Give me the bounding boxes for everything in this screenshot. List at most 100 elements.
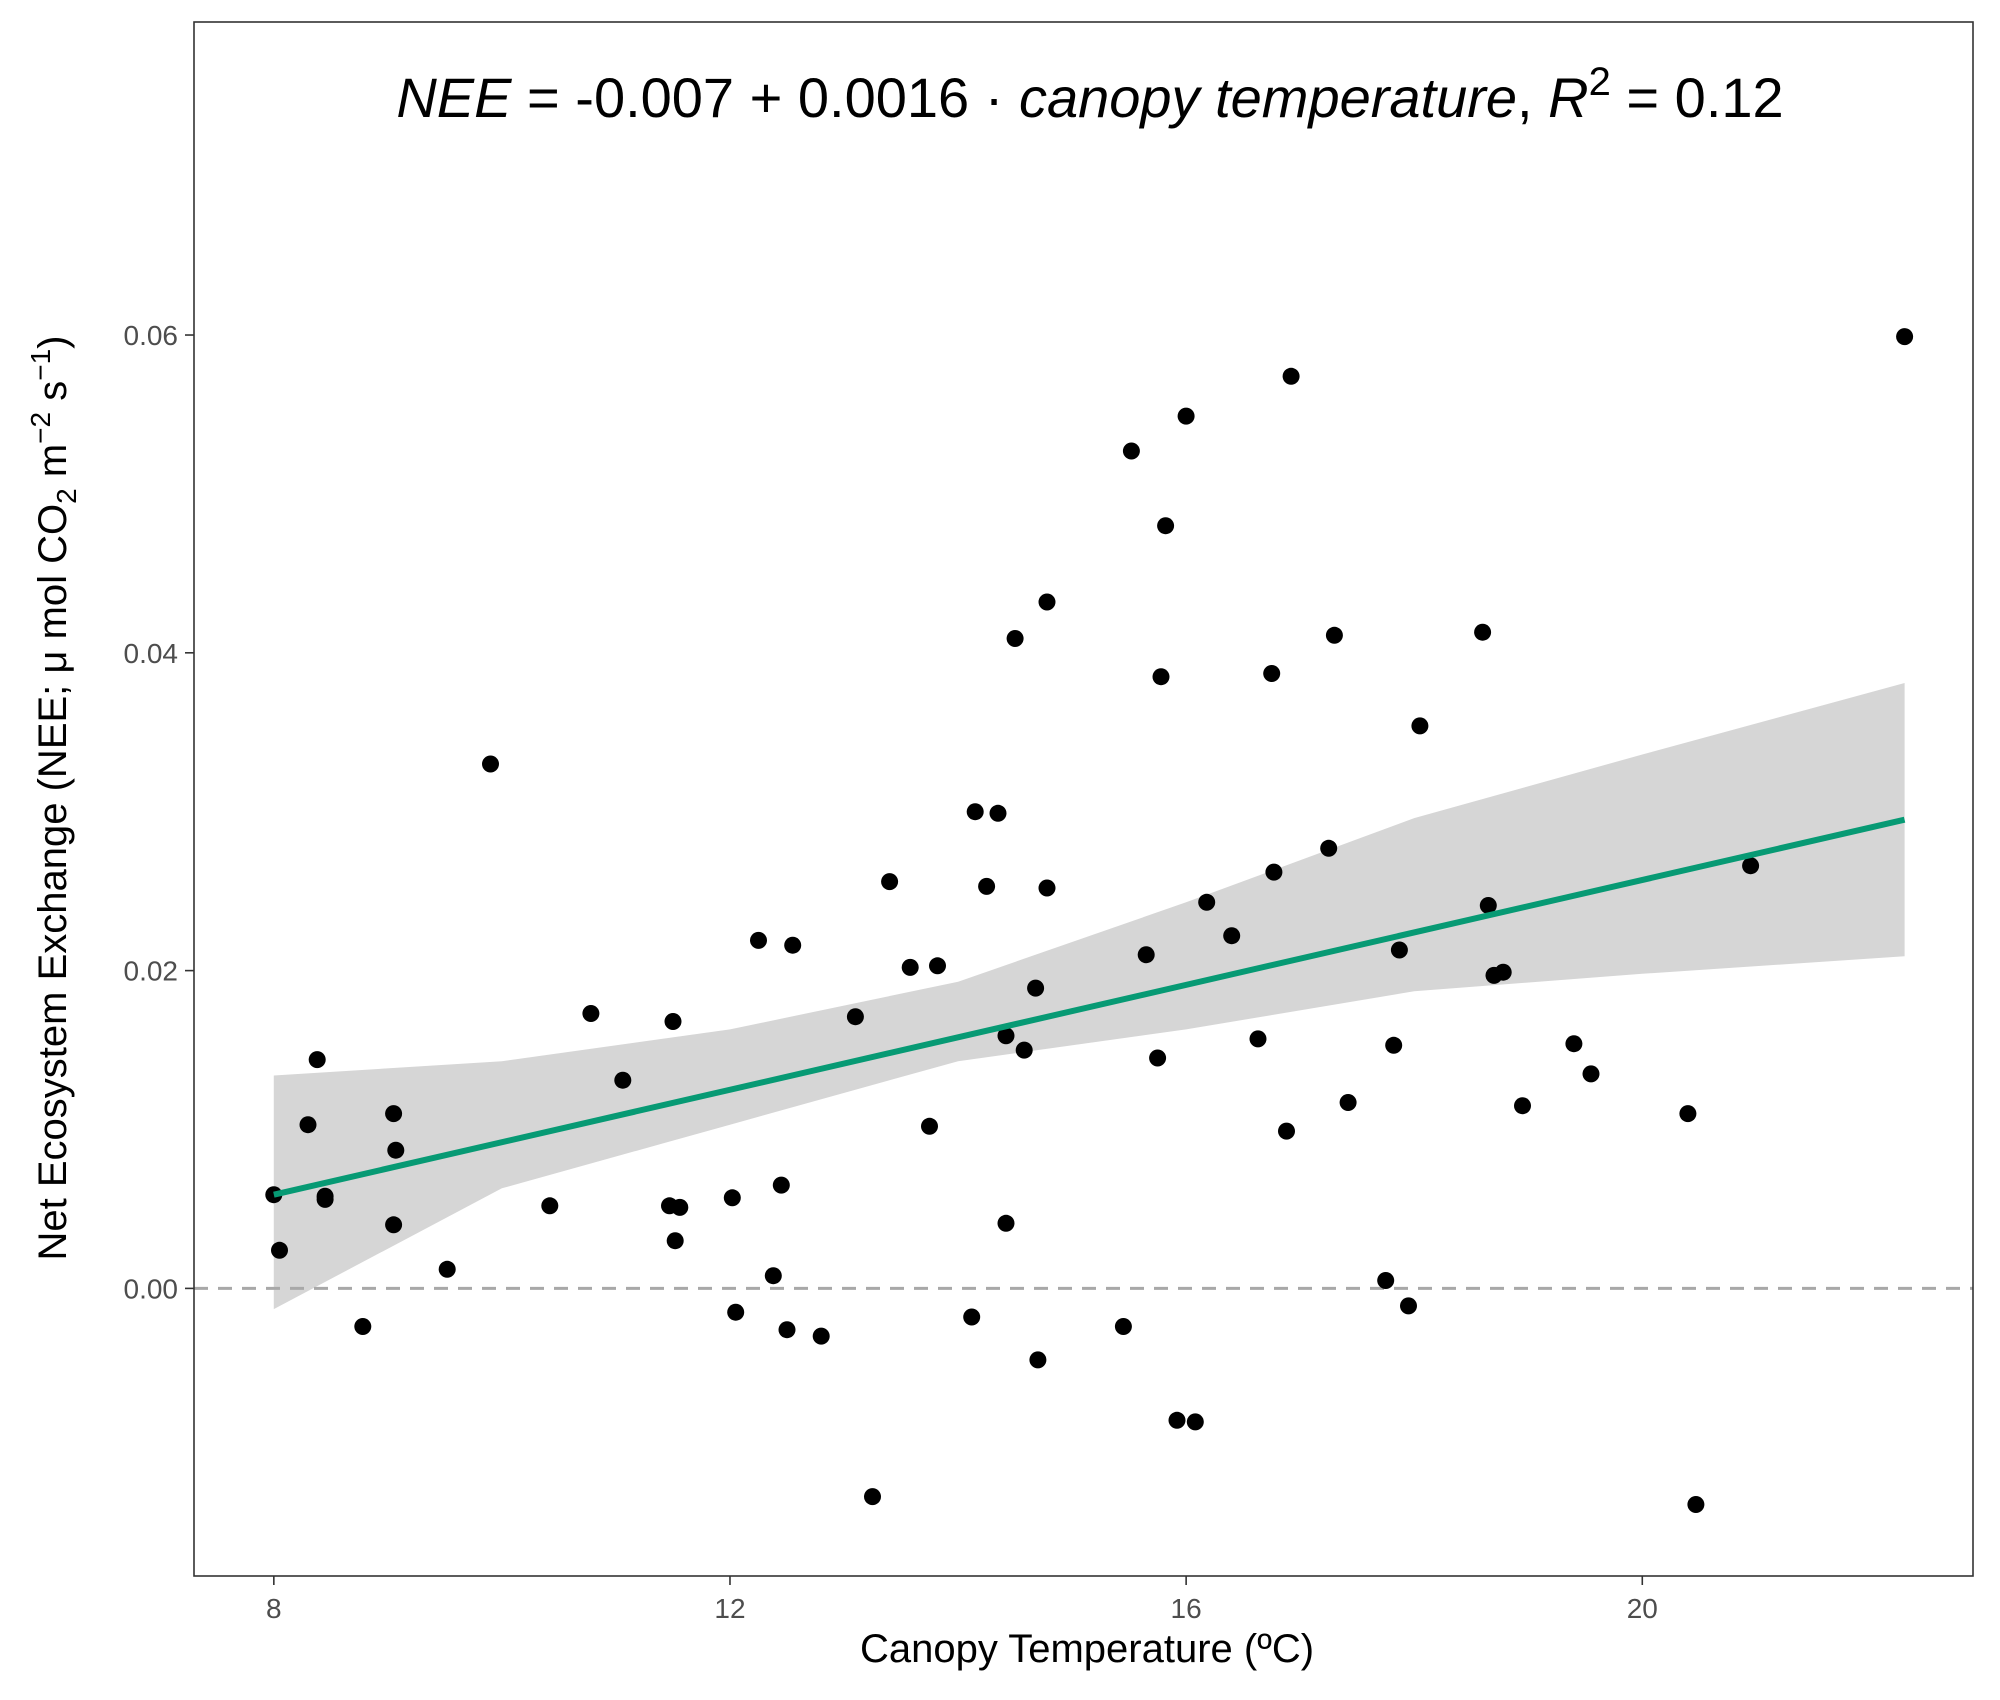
data-point-30 bbox=[881, 873, 899, 891]
data-point-62 bbox=[1320, 839, 1338, 857]
data-point-11 bbox=[438, 1260, 456, 1278]
data-point-78 bbox=[1687, 1496, 1705, 1513]
data-point-76 bbox=[1582, 1065, 1600, 1083]
data-point-34 bbox=[963, 1308, 981, 1326]
y-tick-label: 0.04 bbox=[124, 638, 179, 669]
data-point-15 bbox=[614, 1071, 632, 1089]
data-point-75 bbox=[1565, 1035, 1583, 1053]
equation-separator: , bbox=[1517, 66, 1548, 129]
data-point-50 bbox=[1152, 668, 1170, 686]
data-point-59 bbox=[1265, 863, 1283, 881]
data-point-1 bbox=[265, 1186, 283, 1204]
data-point-40 bbox=[1006, 630, 1024, 647]
data-point-63 bbox=[1325, 626, 1343, 644]
x-axis: 8 12 16 20 bbox=[266, 1576, 1658, 1624]
data-point-21 bbox=[727, 1303, 745, 1321]
data-point-48 bbox=[1137, 946, 1155, 964]
data-point-10 bbox=[385, 1216, 403, 1234]
equation-r: R bbox=[1548, 66, 1588, 129]
data-point-19 bbox=[671, 1198, 689, 1216]
data-point-14 bbox=[582, 1005, 600, 1022]
equation-coefficients: = -0.007 + 0.0016 · bbox=[511, 66, 1018, 129]
data-point-74 bbox=[1514, 1097, 1531, 1115]
data-point-73 bbox=[1494, 963, 1512, 981]
y-tick-label: 0.06 bbox=[124, 320, 179, 351]
data-point-69 bbox=[1411, 717, 1429, 735]
data-point-61 bbox=[1282, 367, 1300, 385]
data-point-20 bbox=[723, 1189, 741, 1207]
x-tick-label: 12 bbox=[714, 1593, 745, 1624]
data-point-80 bbox=[1896, 328, 1914, 346]
y-label-s-superscript: −1 bbox=[25, 349, 56, 381]
data-point-9 bbox=[387, 1141, 405, 1159]
data-point-3 bbox=[299, 1116, 317, 1134]
y-label-s: s bbox=[31, 381, 75, 412]
y-label-subscript: 2 bbox=[51, 488, 82, 504]
data-point-77 bbox=[1679, 1105, 1697, 1123]
data-point-41 bbox=[1015, 1041, 1033, 1059]
data-point-25 bbox=[778, 1321, 796, 1339]
data-point-31 bbox=[901, 958, 919, 976]
y-tick-label: 0.02 bbox=[124, 956, 179, 987]
plot-area bbox=[194, 328, 1973, 1513]
x-tick-label: 8 bbox=[266, 1593, 282, 1624]
equation-r-value: = 0.12 bbox=[1611, 66, 1784, 129]
data-point-64 bbox=[1339, 1094, 1357, 1111]
data-point-68 bbox=[1400, 1297, 1417, 1315]
data-point-12 bbox=[482, 755, 499, 773]
data-point-71 bbox=[1479, 897, 1497, 914]
data-point-66 bbox=[1385, 1036, 1403, 1054]
data-point-45 bbox=[1038, 879, 1056, 897]
data-point-26 bbox=[784, 936, 802, 954]
data-point-28 bbox=[846, 1008, 864, 1026]
data-point-53 bbox=[1177, 407, 1195, 425]
data-point-55 bbox=[1198, 893, 1216, 911]
data-point-46 bbox=[1114, 1318, 1132, 1335]
data-point-13 bbox=[541, 1197, 559, 1215]
data-point-22 bbox=[750, 931, 767, 949]
data-point-32 bbox=[921, 1117, 938, 1135]
data-point-23 bbox=[764, 1267, 782, 1285]
data-point-56 bbox=[1223, 927, 1241, 945]
data-point-7 bbox=[354, 1318, 372, 1335]
x-tick-label: 20 bbox=[1627, 1593, 1658, 1624]
data-point-36 bbox=[978, 877, 996, 895]
data-point-18 bbox=[666, 1232, 684, 1250]
data-point-33 bbox=[929, 957, 946, 975]
equation-predictor: canopy temperature bbox=[1019, 66, 1517, 129]
data-point-54 bbox=[1186, 1413, 1204, 1431]
data-point-49 bbox=[1149, 1049, 1167, 1067]
y-label-m: m bbox=[31, 444, 75, 488]
data-point-2 bbox=[271, 1241, 288, 1259]
x-axis-label: Canopy Temperature (ºC) bbox=[860, 1627, 1314, 1671]
confidence-band bbox=[273, 683, 1905, 1310]
data-point-60 bbox=[1278, 1122, 1295, 1140]
y-label-close: ) bbox=[31, 336, 75, 349]
data-point-65 bbox=[1377, 1272, 1395, 1289]
data-point-17 bbox=[664, 1013, 682, 1030]
data-point-29 bbox=[864, 1488, 881, 1506]
data-point-44 bbox=[1038, 593, 1056, 611]
data-point-4 bbox=[308, 1051, 326, 1069]
data-point-58 bbox=[1263, 665, 1281, 682]
data-point-43 bbox=[1029, 1351, 1047, 1369]
data-point-39 bbox=[997, 1214, 1015, 1232]
data-point-51 bbox=[1157, 517, 1175, 535]
y-axis-label: Net Ecosystem Exchange (NEE; μ mol CO2 m… bbox=[25, 336, 82, 1261]
data-point-57 bbox=[1249, 1030, 1267, 1048]
panel-border bbox=[193, 21, 1974, 1577]
data-point-8 bbox=[385, 1105, 403, 1123]
data-point-67 bbox=[1390, 941, 1408, 959]
y-axis: 0.00 0.02 0.04 0.06 bbox=[124, 320, 194, 1304]
data-point-37 bbox=[989, 804, 1007, 822]
regression-equation: NEE = -0.007 + 0.0016 · canopy temperatu… bbox=[396, 60, 1783, 129]
data-point-35 bbox=[966, 803, 984, 821]
data-point-47 bbox=[1122, 442, 1140, 460]
x-tick-label: 16 bbox=[1171, 1593, 1202, 1624]
equation-nee: NEE bbox=[396, 66, 512, 129]
data-point-24 bbox=[772, 1176, 790, 1194]
data-point-70 bbox=[1474, 623, 1492, 641]
data-point-42 bbox=[1027, 979, 1045, 997]
data-point-27 bbox=[812, 1327, 830, 1345]
